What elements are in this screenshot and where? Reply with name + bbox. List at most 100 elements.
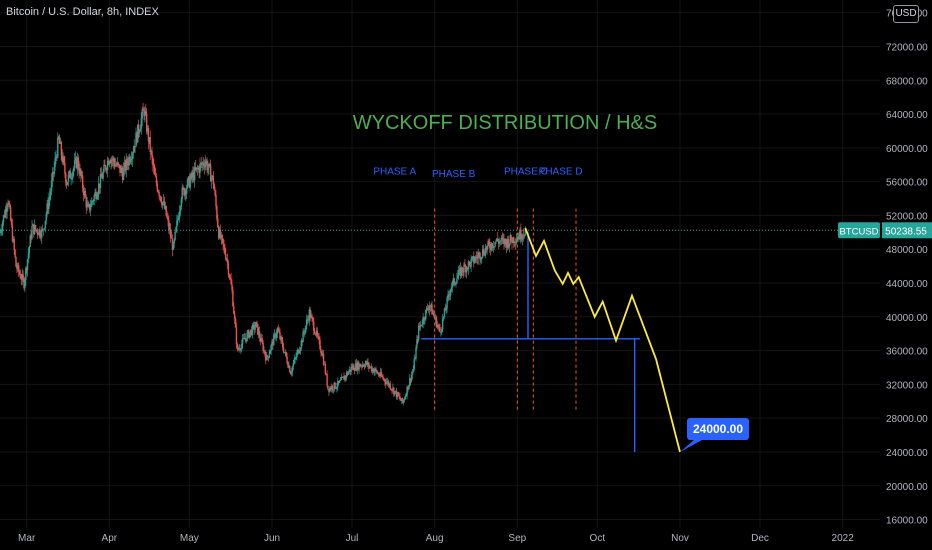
price-tick-label: 44000.00 [886, 279, 928, 290]
candle-body [299, 348, 302, 352]
candle-body [145, 111, 147, 114]
candle-body [155, 176, 158, 184]
candle-body [329, 387, 332, 390]
candle-body [142, 109, 144, 111]
candle-body [402, 400, 405, 403]
candle-body [333, 382, 335, 390]
candle-body [246, 333, 248, 341]
candle-body [129, 157, 131, 163]
candle-body [368, 362, 370, 368]
candle-body [82, 188, 85, 196]
candle-body [211, 175, 214, 178]
candle-body [65, 182, 68, 186]
candle-body [371, 368, 374, 372]
candle-body [40, 236, 42, 238]
candle-body [322, 353, 325, 365]
candle-body [100, 174, 103, 178]
candle-body [429, 305, 431, 307]
candle-body [33, 224, 35, 234]
candle-body [198, 167, 200, 173]
candle-body [471, 257, 473, 260]
candle-body [354, 363, 357, 371]
candle-body [405, 395, 407, 397]
currency-button[interactable]: USD [893, 5, 919, 23]
time-tick-label: Oct [590, 533, 606, 544]
candle-body [212, 175, 215, 185]
candle-body [143, 110, 145, 116]
candle-body [150, 151, 152, 152]
candle-body [263, 350, 265, 351]
candle-body [27, 253, 30, 260]
candle-body [360, 365, 362, 367]
candle-body [151, 151, 153, 158]
candle-body [522, 235, 525, 237]
candle-body [444, 308, 447, 311]
candle-body [47, 203, 49, 210]
candle-body [413, 358, 415, 370]
candle-body [381, 376, 383, 377]
candle-body [19, 274, 22, 279]
candle-body [228, 274, 231, 278]
candle-body [336, 386, 338, 389]
candle-body [193, 172, 195, 181]
candle-body [14, 249, 16, 257]
candle-body [310, 315, 312, 318]
candle-body [401, 398, 404, 403]
candle-body [385, 382, 388, 385]
candle-body [91, 201, 94, 202]
candle-body [334, 382, 336, 389]
candle-body [193, 167, 196, 181]
candle-body [278, 330, 280, 333]
candle-body [232, 290, 234, 307]
candle-body [114, 164, 117, 167]
candle-body [73, 160, 76, 168]
candle-body [130, 159, 133, 161]
candle-body [461, 267, 463, 272]
candle-body [446, 297, 448, 309]
candle-body [153, 165, 155, 169]
candle-body [148, 136, 151, 142]
price-tag-bg [882, 222, 932, 239]
candle-body [377, 373, 380, 376]
candle-body [465, 267, 468, 273]
candle-body [57, 137, 59, 158]
candle-body [97, 183, 100, 194]
candle-body [1, 222, 4, 231]
candle-body [171, 238, 174, 250]
candle-body [270, 345, 272, 351]
candle-body [519, 229, 521, 240]
candle-body [449, 294, 451, 296]
candle-body [399, 396, 401, 400]
candle-body [250, 329, 253, 335]
candle-body [241, 343, 243, 350]
candle-body [296, 352, 298, 358]
candle-body [473, 260, 476, 263]
candle-body [93, 195, 95, 202]
candle-body [125, 159, 127, 171]
candle-body [184, 190, 186, 196]
candle-body [505, 239, 507, 242]
price-tick-label: 72000.00 [886, 42, 928, 53]
candle-body [129, 160, 132, 163]
candle-body [16, 266, 18, 269]
candle-body [313, 321, 315, 332]
candle-body [167, 217, 169, 221]
candle-body [301, 340, 303, 343]
candle-body [46, 203, 48, 215]
candle-body [15, 256, 17, 267]
candle-body [42, 229, 45, 231]
candle-body [239, 348, 241, 350]
candle-body [223, 244, 225, 248]
candle-body [121, 172, 124, 180]
candle-body [7, 202, 9, 208]
candle-body [394, 390, 397, 392]
candle-body [259, 337, 262, 342]
price-tick-label: 68000.00 [886, 76, 928, 87]
candle-body [463, 264, 465, 273]
candle-body [94, 192, 96, 196]
candle-body [329, 387, 331, 392]
candle-body [300, 340, 303, 349]
candle-body [511, 240, 513, 243]
candle-body [26, 259, 29, 271]
